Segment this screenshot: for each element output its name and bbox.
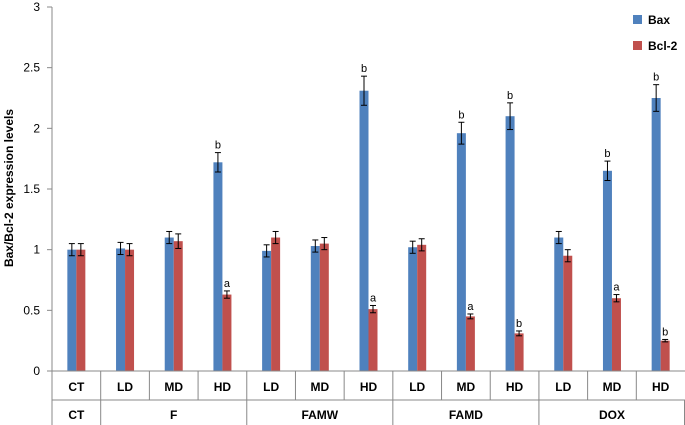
bar-bcl-2 bbox=[125, 249, 135, 371]
x-category-label: MD bbox=[310, 380, 329, 394]
bar-bax bbox=[456, 133, 466, 371]
significance-label: b bbox=[516, 318, 522, 330]
bar-bax bbox=[213, 162, 223, 371]
significance-label: b bbox=[604, 148, 610, 160]
y-axis-label: Bax/Bcl-2 expression levels bbox=[2, 109, 16, 267]
bar-bax bbox=[554, 237, 564, 371]
bars: b b b b b b a a a b a b bbox=[67, 63, 670, 371]
significance-label: b bbox=[361, 63, 367, 75]
bar-bax bbox=[262, 250, 272, 371]
bar-bcl-2 bbox=[173, 241, 183, 371]
significance-label: b bbox=[653, 72, 659, 84]
bar-bax bbox=[602, 170, 612, 371]
x-category-label: CT bbox=[68, 380, 85, 394]
y-tick-label: 1.5 bbox=[23, 182, 40, 196]
y-tick-label: 0 bbox=[33, 364, 40, 378]
legend-label-bcl-2: Bcl-2 bbox=[648, 39, 678, 53]
bar-bcl-2 bbox=[465, 316, 475, 371]
significance-label: b bbox=[662, 326, 668, 338]
y-tick-label: 0.5 bbox=[23, 303, 40, 317]
bar-bcl-2 bbox=[611, 298, 621, 371]
x-axis-table: CT F FAMW FAMD DOX CT LD MD HD LD MD HD LD MD HD LD MD HD bbox=[52, 370, 685, 425]
y-axis: 0 0.5 1 1.5 2 2.5 3 bbox=[23, 0, 53, 425]
y-tick-label: 1 bbox=[33, 243, 40, 257]
x-group-label: F bbox=[170, 408, 177, 422]
bar-bax bbox=[651, 98, 661, 371]
bar-bax bbox=[116, 248, 126, 371]
significance-label: a bbox=[467, 301, 474, 313]
bar-bax bbox=[505, 116, 515, 371]
significance-label: b bbox=[458, 109, 464, 121]
significance-label: a bbox=[613, 282, 620, 294]
bar-bcl-2 bbox=[222, 294, 232, 371]
bar-bax bbox=[408, 247, 418, 371]
y-tick-label: 2.5 bbox=[23, 61, 40, 75]
legend-swatch-bcl-2 bbox=[633, 41, 642, 50]
x-group-label: FAMD bbox=[449, 408, 483, 422]
x-category-label: LD bbox=[117, 380, 133, 394]
bar-bcl-2 bbox=[417, 244, 427, 371]
bar-bcl-2 bbox=[319, 243, 329, 371]
bar-bax bbox=[310, 246, 320, 371]
x-category-label: LD bbox=[263, 380, 279, 394]
x-category-label: HD bbox=[214, 380, 232, 394]
y-tick-label: 2 bbox=[33, 121, 40, 135]
legend-swatch-bax bbox=[633, 15, 642, 24]
significance-label: b bbox=[507, 90, 513, 102]
legend: Bax Bcl-2 bbox=[633, 13, 678, 53]
bar-bax bbox=[67, 249, 77, 371]
x-group-label: CT bbox=[68, 408, 85, 422]
bar-bcl-2 bbox=[271, 237, 281, 371]
y-tick-label: 3 bbox=[33, 0, 40, 14]
significance-label: b bbox=[215, 140, 221, 152]
x-category-label: MD bbox=[603, 380, 622, 394]
x-category-label: HD bbox=[652, 380, 670, 394]
bar-bcl-2 bbox=[514, 333, 524, 371]
bar-bcl-2 bbox=[563, 255, 573, 371]
legend-label-bax: Bax bbox=[648, 13, 670, 27]
bar-bax bbox=[164, 237, 174, 371]
significance-label: a bbox=[224, 278, 231, 290]
x-group-label: FAMW bbox=[301, 408, 338, 422]
bar-bcl-2 bbox=[368, 309, 378, 371]
x-group-label: DOX bbox=[599, 408, 625, 422]
x-category-label: MD bbox=[457, 380, 476, 394]
bar-bax bbox=[359, 90, 369, 371]
x-category-label: HD bbox=[360, 380, 378, 394]
bar-bcl-2 bbox=[76, 249, 86, 371]
x-category-label: LD bbox=[555, 380, 571, 394]
significance-label: a bbox=[370, 292, 377, 304]
x-category-label: HD bbox=[506, 380, 524, 394]
x-category-label: LD bbox=[409, 380, 425, 394]
bar-bcl-2 bbox=[660, 340, 670, 371]
x-category-label: MD bbox=[164, 380, 183, 394]
